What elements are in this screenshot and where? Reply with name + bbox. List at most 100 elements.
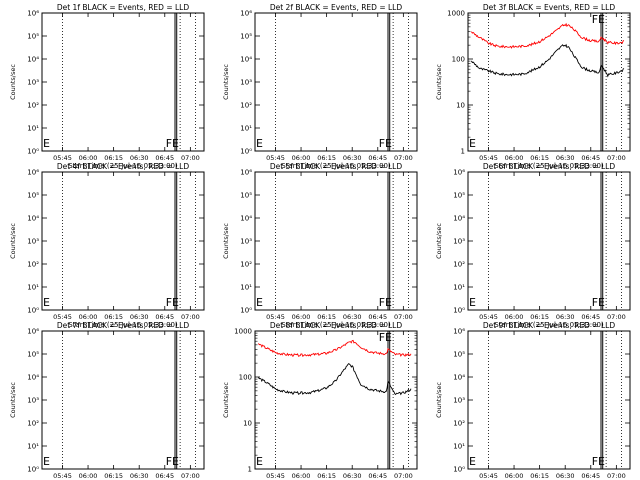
x-tick-label: 07:00 bbox=[607, 472, 626, 480]
y-tick-label: 10² bbox=[27, 261, 39, 269]
chart-panel-1: Det 1f BLACK = Events, RED = LLD 10⁰ 10¹ 10… bbox=[9, 3, 205, 170]
x-tick-label: 06:00 bbox=[79, 154, 98, 162]
chart-panel-7: Det 7f BLACK = Events, RED = LLD 10⁰ 10¹ 10… bbox=[9, 321, 205, 480]
y-tick-label: 1 bbox=[461, 148, 465, 156]
y-tick-label: 10⁵ bbox=[240, 33, 252, 41]
x-tick-label: 06:30 bbox=[343, 154, 362, 162]
y-tick-label: 100 bbox=[452, 56, 465, 64]
chart-title: Det 6f BLACK = Events, RED = LLD bbox=[483, 162, 616, 171]
y-tick-label: 10² bbox=[453, 261, 465, 269]
y-tick-label: 10⁶ bbox=[453, 328, 465, 336]
x-tick-label: 05:45 bbox=[266, 154, 285, 162]
y-tick-label: 10⁴ bbox=[240, 56, 252, 64]
y-tick-label: 10⁵ bbox=[453, 192, 465, 200]
chart-panel-8: Det 8f BLACK = Events, RED = LLD 1 10 100 10… bbox=[222, 321, 418, 480]
plot-frame bbox=[254, 12, 418, 152]
y-tick-label: 10⁰ bbox=[27, 466, 39, 474]
x-tick-label: 06:45 bbox=[368, 472, 387, 480]
x-axis-label: Start Time (25-Jul-16 05:33:00) bbox=[281, 321, 391, 329]
chart-panel-4: Det 4f BLACK = Events, RED = LLD 10⁰ 10¹ 10… bbox=[9, 162, 205, 329]
y-tick-label: 10⁴ bbox=[240, 215, 252, 223]
x-axis-label: Start Time (25-Jul-16 05:33:00) bbox=[68, 162, 178, 170]
x-tick-label: 07:00 bbox=[181, 154, 200, 162]
x-tick-label: 06:30 bbox=[556, 472, 575, 480]
y-tick-label: 10⁵ bbox=[27, 33, 39, 41]
e-label: E bbox=[43, 455, 50, 468]
y-tick-label: 10² bbox=[240, 261, 252, 269]
y-axis-label: Counts/sec bbox=[222, 64, 230, 100]
plot-frame bbox=[467, 171, 631, 311]
x-tick-label: 06:00 bbox=[79, 313, 98, 321]
x-tick-label: 05:45 bbox=[266, 313, 285, 321]
x-tick-label: 07:00 bbox=[607, 313, 626, 321]
y-axis-label: Counts/sec bbox=[9, 223, 17, 259]
chart-panel-2: Det 2f BLACK = Events, RED = LLD 10⁰ 10¹ 10… bbox=[222, 3, 418, 170]
x-tick-label: 06:45 bbox=[581, 313, 600, 321]
plot-frame bbox=[41, 12, 205, 152]
y-tick-label: 10⁴ bbox=[453, 215, 465, 223]
chart-title: Det 1f BLACK = Events, RED = LLD bbox=[57, 3, 190, 12]
x-axis-label: Start Time (25-Jul-16 05:33:00) bbox=[494, 162, 604, 170]
x-tick-label: 06:30 bbox=[130, 472, 149, 480]
series-line-lld bbox=[258, 339, 412, 357]
x-tick-label: 05:45 bbox=[479, 313, 498, 321]
y-tick-label: 10⁰ bbox=[453, 307, 465, 315]
x-tick-label: 06:30 bbox=[343, 313, 362, 321]
plot-frame bbox=[254, 171, 418, 311]
x-tick-label: 06:15 bbox=[530, 154, 549, 162]
y-tick-label: 10⁰ bbox=[453, 466, 465, 474]
x-tick-label: 07:00 bbox=[394, 154, 413, 162]
x-axis-label: Start Time (25-Jul-16 05:33:00) bbox=[68, 321, 178, 329]
y-axis-label: Counts/sec bbox=[435, 64, 443, 100]
e-label: E bbox=[43, 137, 50, 150]
y-tick-label: 10 bbox=[456, 102, 465, 110]
x-tick-label: 05:45 bbox=[479, 472, 498, 480]
x-tick-label: 07:00 bbox=[181, 313, 200, 321]
x-tick-label: 06:15 bbox=[530, 472, 549, 480]
y-tick-label: 10³ bbox=[27, 79, 39, 87]
y-tick-label: 10³ bbox=[453, 238, 465, 246]
y-tick-label: 10 bbox=[243, 420, 252, 428]
x-tick-label: 05:45 bbox=[266, 472, 285, 480]
x-tick-label: 05:45 bbox=[53, 313, 72, 321]
y-tick-label: 10⁰ bbox=[27, 307, 39, 315]
y-tick-label: 10³ bbox=[240, 238, 252, 246]
x-tick-label: 06:30 bbox=[556, 313, 575, 321]
series-line-events bbox=[471, 43, 625, 78]
fe-label: FE bbox=[166, 455, 179, 468]
x-tick-label: 06:00 bbox=[505, 313, 524, 321]
x-axis-label: Start Time (25-Jul-16 05:33:00) bbox=[494, 321, 604, 329]
x-tick-label: 06:00 bbox=[292, 154, 311, 162]
fe-label: FE bbox=[592, 13, 605, 26]
y-axis-label: Counts/sec bbox=[9, 382, 17, 418]
y-tick-label: 10⁶ bbox=[27, 328, 39, 336]
chart-title: Det 5f BLACK = Events, RED = LLD bbox=[270, 162, 403, 171]
series-line-lld bbox=[471, 22, 625, 49]
fe-label: FE bbox=[592, 296, 605, 309]
y-tick-label: 10² bbox=[240, 102, 252, 110]
x-tick-label: 06:45 bbox=[368, 154, 387, 162]
x-tick-label: 07:00 bbox=[607, 154, 626, 162]
x-tick-label: 06:15 bbox=[317, 154, 336, 162]
y-axis-label: Counts/sec bbox=[435, 223, 443, 259]
y-tick-label: 10⁰ bbox=[240, 148, 252, 156]
y-tick-label: 10¹ bbox=[240, 284, 252, 292]
y-tick-label: 10¹ bbox=[27, 284, 39, 292]
x-tick-label: 06:00 bbox=[505, 154, 524, 162]
y-tick-label: 10⁵ bbox=[27, 351, 39, 359]
chart-panel-3: Det 3f BLACK = Events, RED = LLD 1 10 100 10… bbox=[435, 3, 631, 170]
y-tick-label: 10⁰ bbox=[240, 307, 252, 315]
x-tick-label: 06:45 bbox=[155, 154, 174, 162]
y-axis-label: Counts/sec bbox=[9, 64, 17, 100]
x-tick-label: 06:30 bbox=[130, 313, 149, 321]
x-tick-label: 06:15 bbox=[317, 313, 336, 321]
x-tick-label: 07:00 bbox=[394, 313, 413, 321]
x-tick-label: 05:45 bbox=[479, 154, 498, 162]
e-label: E bbox=[469, 296, 476, 309]
x-tick-label: 06:00 bbox=[292, 313, 311, 321]
y-tick-label: 10² bbox=[453, 420, 465, 428]
y-tick-label: 10³ bbox=[453, 397, 465, 405]
x-tick-label: 06:15 bbox=[104, 154, 123, 162]
y-tick-label: 10¹ bbox=[453, 284, 465, 292]
y-tick-label: 10¹ bbox=[27, 443, 39, 451]
